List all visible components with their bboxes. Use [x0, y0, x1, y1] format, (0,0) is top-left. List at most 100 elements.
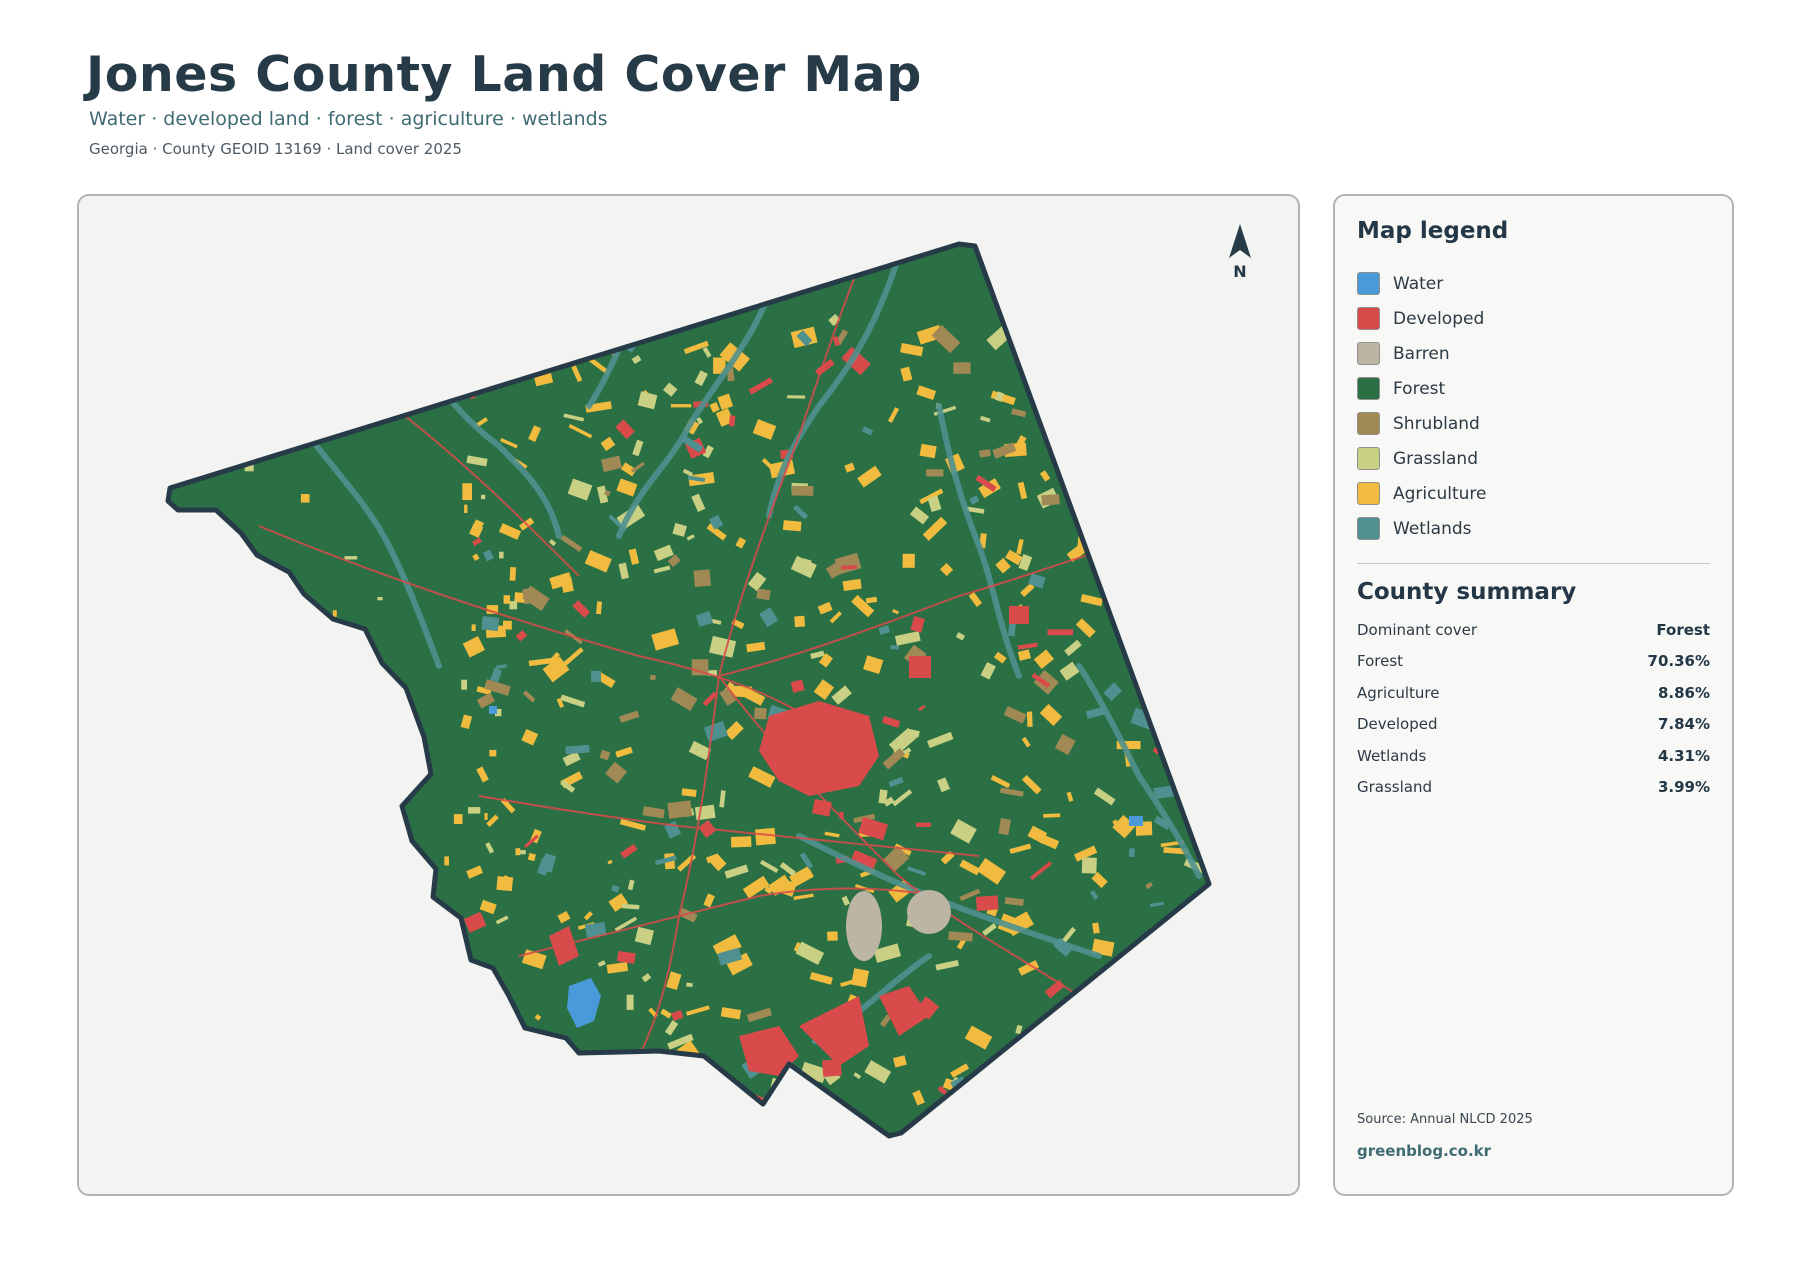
shrubland-patch [979, 449, 991, 458]
grassland-patch [664, 1020, 679, 1036]
grassland-patch [927, 731, 954, 749]
agriculture-patch [568, 423, 593, 439]
shrubland-patch [1192, 679, 1204, 689]
grassland-patch [634, 926, 654, 946]
legend-item: Shrubland [1357, 406, 1487, 441]
legend-item: Wetlands [1357, 511, 1487, 546]
agriculture-patch [472, 553, 480, 562]
agriculture-patch [1116, 989, 1129, 1004]
shrubland-patch [1011, 408, 1027, 418]
agriculture-patch [840, 979, 856, 988]
legend-title: Map legend [1357, 218, 1509, 244]
developed-patch [615, 419, 635, 440]
grassland-patch [1061, 926, 1076, 943]
county-map[interactable] [79, 196, 1300, 1196]
map-panel[interactable] [77, 194, 1300, 1196]
developed-patch [799, 996, 869, 1066]
developed-patch [850, 849, 878, 872]
developed-patch [572, 600, 591, 619]
wetland-patch [1042, 1083, 1057, 1097]
shrubland-patch [670, 687, 698, 711]
developed-patch [463, 911, 487, 933]
agriculture-patch [608, 893, 629, 912]
wetland-patch [906, 866, 926, 876]
wetland-patch [1153, 815, 1171, 831]
agriculture-patch [1166, 590, 1186, 606]
land-patch [486, 605, 499, 614]
legend-item: Barren [1357, 336, 1487, 371]
agriculture-patch [509, 567, 517, 581]
site-link[interactable]: greenblog.co.kr [1357, 1142, 1492, 1160]
water-body [1129, 816, 1143, 826]
legend-swatch [1357, 517, 1380, 540]
agriculture-patch [1137, 347, 1153, 354]
agriculture-patch [557, 910, 571, 924]
grassland-patch [1015, 1024, 1023, 1035]
grassland-patch [653, 544, 674, 562]
agriculture-patch [1092, 922, 1100, 934]
grassland-patch [747, 571, 767, 592]
shrubland-patch [496, 324, 522, 341]
developed-core [759, 701, 879, 796]
grassland-patch [597, 960, 606, 967]
shrubland-patch [1041, 494, 1060, 506]
developed-patch [1047, 629, 1074, 636]
wetland-patch [484, 326, 497, 339]
summary-value: 7.84% [1657, 715, 1710, 734]
agriculture-patch [922, 516, 948, 541]
agriculture-patch [754, 827, 776, 846]
agriculture-patch [691, 1081, 699, 1098]
grassland-patch [935, 959, 959, 971]
legend-label: Forest [1393, 378, 1446, 399]
land-patch [377, 597, 383, 601]
land-patch [518, 850, 526, 855]
grassland-patch [672, 522, 687, 537]
agriculture-patch [586, 355, 611, 375]
agriculture-patch [606, 962, 629, 974]
road [718, 545, 1120, 677]
agriculture-patch [1133, 518, 1159, 536]
agriculture-patch [705, 853, 720, 864]
grassland-patch [759, 859, 779, 874]
agriculture-patch [476, 766, 489, 783]
wetland-patch [579, 1060, 597, 1073]
agriculture-patch [730, 836, 752, 848]
grassland-patch [936, 777, 951, 793]
grassland-patch [903, 747, 912, 755]
agriculture-patch [1017, 649, 1031, 661]
source-note: Source: Annual NLCD 2025 [1357, 1112, 1533, 1127]
shrubland-patch [619, 710, 640, 723]
agriculture-patch [893, 1055, 907, 1068]
north-label: N [1233, 262, 1247, 281]
legend-swatch [1357, 342, 1380, 365]
grassland-patch [709, 635, 737, 658]
legend-label: Barren [1393, 343, 1450, 364]
grassland-patch [1063, 353, 1087, 377]
wetland-patch [1028, 573, 1046, 589]
grassland-patch [667, 1033, 694, 1050]
summary-table: Dominant cover Forest Forest 70.36% Agricu… [1357, 614, 1710, 803]
grassland-patch [634, 1052, 642, 1061]
grassland-patch [688, 741, 712, 761]
land-patch [308, 809, 312, 820]
shrubland-patch [999, 787, 1024, 797]
agriculture-patch [583, 911, 594, 921]
developed-patch [739, 1026, 799, 1076]
agriculture-patch [827, 931, 838, 941]
divider [1357, 563, 1710, 564]
land-patch [468, 807, 481, 814]
grassland-patch [694, 370, 708, 387]
agriculture-patch [486, 814, 499, 827]
agriculture-patch [1018, 960, 1040, 976]
agriculture-patch [1129, 1062, 1156, 1085]
agriculture-patch [829, 611, 842, 624]
grassland-patch [828, 313, 841, 327]
agriculture-patch [1124, 1027, 1138, 1041]
wetland-patch [704, 1072, 719, 1077]
summary-row: Wetlands 4.31% [1357, 740, 1710, 772]
shrubland-patch [560, 534, 583, 552]
land-patch [461, 679, 467, 690]
agriculture-patch [857, 465, 882, 488]
land-patch [453, 814, 463, 824]
land-patch [258, 851, 266, 857]
